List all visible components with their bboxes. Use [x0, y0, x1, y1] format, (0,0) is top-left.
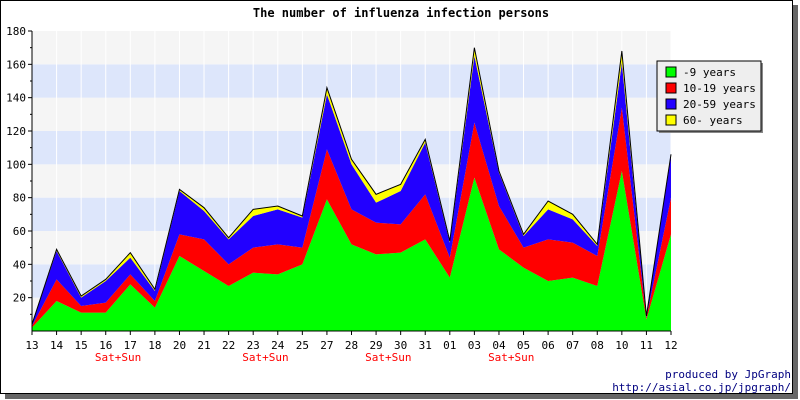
x-tick-label: 28	[345, 339, 358, 352]
x-tick-label: 06	[541, 339, 554, 352]
chart-title: The number of influenza infection person…	[253, 6, 549, 20]
y-tick-label: 20	[13, 292, 26, 305]
x-tick-label: 05	[517, 339, 530, 352]
y-tick-label: 160	[6, 58, 26, 71]
y-tick-label: 100	[6, 158, 26, 171]
area-series--9-years	[32, 171, 671, 331]
legend-swatch	[665, 66, 677, 78]
chart-frame: The number of influenza infection person…	[0, 0, 793, 394]
x-tick-label: 22	[222, 339, 235, 352]
x-tick-label: 31	[419, 339, 432, 352]
x-tick-label: 20	[173, 339, 186, 352]
x-tick-label: 03	[468, 339, 481, 352]
x-tick-label: 04	[492, 339, 506, 352]
credit-line-2[interactable]: http://asial.co.jp/jpgraph/	[612, 381, 791, 394]
legend-swatch	[665, 82, 677, 94]
weekend-annotation: Sat+Sun	[242, 351, 288, 364]
area-series-20-59-years	[32, 56, 671, 326]
legend-swatch	[665, 98, 677, 110]
axes: 20 40 60 80 100 120 140 160 180 13 14 15 16 17 18 20 21 2…	[6, 25, 678, 364]
x-tick-label: 08	[591, 339, 604, 352]
y-tick-label: 60	[13, 225, 26, 238]
x-tick-label: 01	[443, 339, 456, 352]
x-tick-label: 21	[197, 339, 210, 352]
x-tick-label: 23	[247, 339, 260, 352]
legend-label: 20-59 years	[683, 98, 756, 111]
x-tick-label: 29	[369, 339, 382, 352]
weekend-annotation: Sat+Sun	[488, 351, 534, 364]
x-tick-label: 17	[124, 339, 137, 352]
x-tick-label: 16	[99, 339, 112, 352]
x-tick-label: 15	[75, 339, 88, 352]
legend: -9 years 10-19 years 20-59 years 60- years	[656, 60, 763, 133]
x-tick-label: 10	[615, 339, 628, 352]
x-tick-label: 18	[148, 339, 161, 352]
y-tick-label: 140	[6, 92, 26, 105]
x-tick-label: 25	[296, 339, 309, 352]
legend-label: -9 years	[683, 66, 736, 79]
area-series-10-19-years	[32, 107, 671, 328]
x-tick-label: 07	[566, 339, 579, 352]
legend-label: 60- years	[683, 114, 743, 127]
x-tick-label: 14	[50, 339, 64, 352]
y-tick-label: 120	[6, 125, 26, 138]
legend-label: 10-19 years	[683, 82, 756, 95]
y-tick-label: 40	[13, 258, 26, 271]
y-tick-label: 80	[13, 192, 26, 205]
legend-swatch	[665, 114, 677, 126]
x-tick-label: 12	[664, 339, 677, 352]
weekend-annotation: Sat+Sun	[95, 351, 141, 364]
x-tick-label: 13	[25, 339, 38, 352]
chart-svg: The number of influenza infection person…	[6, 6, 791, 394]
x-tick-label: 27	[320, 339, 333, 352]
x-tick-label: 24	[271, 339, 285, 352]
stacked-areas	[31, 47, 672, 331]
x-tick-label: 11	[640, 339, 653, 352]
total-outline-line	[31, 47, 672, 325]
weekend-annotation: Sat+Sun	[365, 351, 411, 364]
x-tick-label: 30	[394, 339, 407, 352]
credit-line-1: produced by JpGraph	[665, 368, 791, 381]
y-tick-label: 180	[6, 25, 26, 38]
